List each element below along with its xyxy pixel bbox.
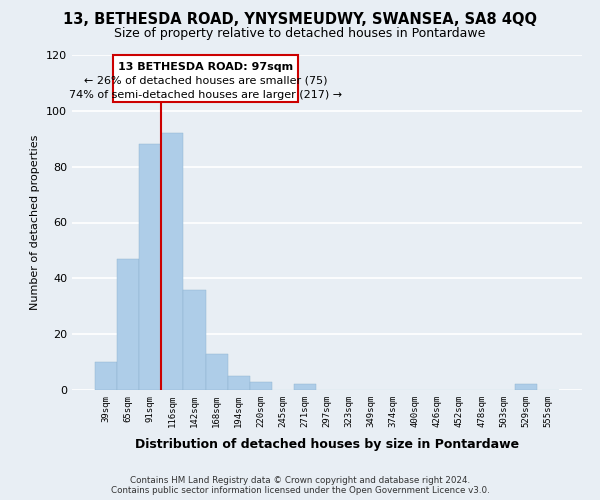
Text: ← 26% of detached houses are smaller (75): ← 26% of detached houses are smaller (75… [84, 76, 328, 86]
Bar [250, 382, 272, 390]
Bar [184, 290, 206, 390]
Bar [117, 259, 139, 390]
Bar [95, 362, 117, 390]
Bar [294, 384, 316, 390]
FancyBboxPatch shape [113, 55, 298, 102]
Text: Contains HM Land Registry data © Crown copyright and database right 2024.
Contai: Contains HM Land Registry data © Crown c… [110, 476, 490, 495]
Bar [515, 384, 537, 390]
Bar [161, 133, 184, 390]
Text: 13 BETHESDA ROAD: 97sqm: 13 BETHESDA ROAD: 97sqm [118, 62, 293, 72]
Text: Size of property relative to detached houses in Pontardawe: Size of property relative to detached ho… [115, 28, 485, 40]
X-axis label: Distribution of detached houses by size in Pontardawe: Distribution of detached houses by size … [135, 438, 519, 451]
Text: 74% of semi-detached houses are larger (217) →: 74% of semi-detached houses are larger (… [69, 90, 342, 100]
Bar [206, 354, 227, 390]
Bar [227, 376, 250, 390]
Y-axis label: Number of detached properties: Number of detached properties [31, 135, 40, 310]
Text: 13, BETHESDA ROAD, YNYSMEUDWY, SWANSEA, SA8 4QQ: 13, BETHESDA ROAD, YNYSMEUDWY, SWANSEA, … [63, 12, 537, 28]
Bar [139, 144, 161, 390]
